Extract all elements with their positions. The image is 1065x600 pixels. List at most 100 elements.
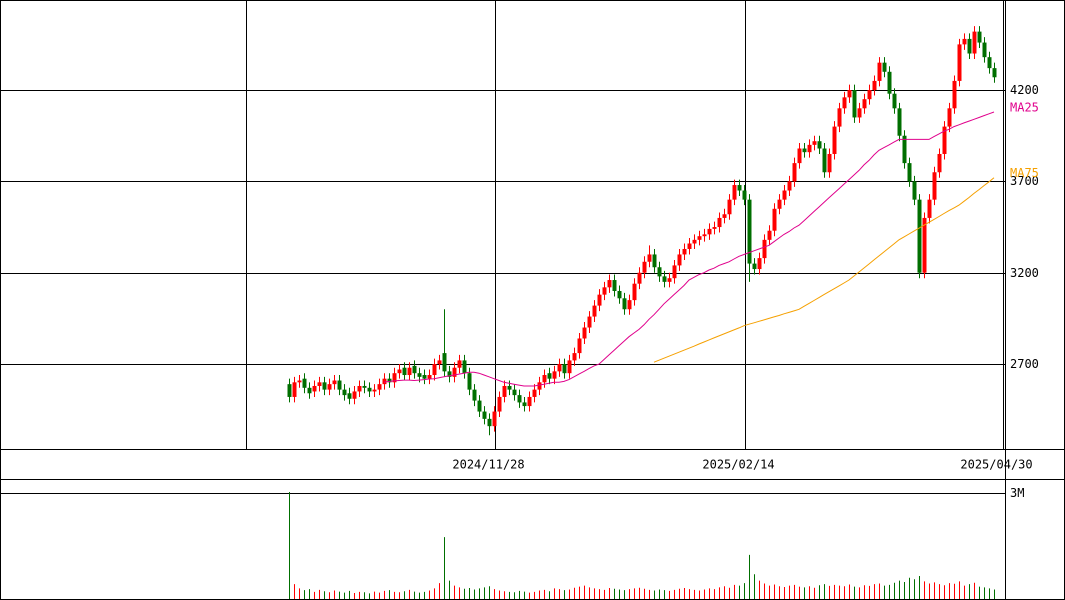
candle-body (632, 283, 637, 301)
candle-body (677, 254, 682, 266)
candle-body (912, 181, 917, 200)
candle-body (712, 227, 717, 229)
candle-body (797, 148, 802, 164)
candle-body (812, 141, 817, 145)
candle-body (697, 236, 702, 240)
candle-body (357, 385, 362, 392)
candle-body (767, 230, 772, 240)
candle-body (472, 389, 477, 401)
candle-body (742, 190, 747, 200)
ma-line (383, 111, 995, 387)
candle-body (402, 367, 407, 376)
candle-body (887, 71, 892, 94)
candle-body (637, 272, 642, 284)
candle-body (312, 385, 317, 392)
candle-body (982, 42, 987, 58)
candle-body (422, 375, 427, 379)
candle-body (962, 38, 967, 45)
candle-body (772, 208, 777, 231)
candle-body (642, 261, 647, 273)
candle-body (392, 373, 397, 383)
legend-label: MA75 (1010, 166, 1039, 180)
candle-body (822, 148, 827, 173)
candle-body (537, 382, 542, 390)
candle-body (837, 108, 842, 127)
candle-body (947, 108, 952, 127)
candle-body (582, 327, 587, 339)
candle-body (597, 294, 602, 306)
candle-body (482, 411, 487, 419)
candle-body (842, 97, 847, 109)
candle-body (977, 31, 982, 43)
candle-body (867, 90, 872, 100)
candle-body (517, 395, 522, 403)
candle-body (847, 90, 852, 98)
candle-body (787, 181, 792, 191)
candle-body (507, 385, 512, 390)
candle-body (342, 389, 347, 396)
candle-body (782, 190, 787, 200)
candle-body (702, 234, 707, 237)
candle-body (307, 387, 312, 394)
candle-body (952, 80, 957, 109)
candle-body (972, 31, 977, 54)
candle-body (532, 389, 537, 397)
candle-body (777, 199, 782, 209)
candle-body (672, 265, 677, 279)
candle-body (657, 267, 662, 277)
x-tick-label: 2025/04/30 (960, 458, 1032, 472)
candle-body (592, 305, 597, 317)
candle-body (327, 384, 332, 390)
candle-body (497, 396, 502, 412)
candle-body (662, 276, 667, 282)
candle-body (572, 353, 577, 361)
candle-body (292, 382, 297, 397)
candle-body (412, 365, 417, 374)
candle-body (527, 396, 532, 407)
candle-body (487, 418, 492, 427)
candle-body (747, 199, 752, 264)
candle-body (807, 144, 812, 153)
candle-body (372, 389, 377, 392)
candle-body (927, 199, 932, 218)
candle-body (522, 402, 527, 407)
ma-line (653, 177, 995, 363)
candle-body (587, 316, 592, 328)
legend-label: MA25 (1010, 100, 1039, 114)
candle-body (377, 384, 382, 390)
candle-body (857, 108, 862, 118)
candle-body (992, 68, 997, 78)
candle-body (707, 228, 712, 235)
candle-body (852, 90, 857, 118)
candle-body (447, 371, 452, 377)
candle-body (862, 99, 867, 109)
candle-body (452, 367, 457, 377)
candle-body (627, 300, 632, 310)
candle-body (622, 298, 627, 310)
candle-body (647, 254, 652, 262)
candle-body (287, 384, 292, 397)
candle-body (967, 38, 972, 54)
candle-body (437, 360, 442, 365)
candle-body (462, 360, 467, 374)
x-tick-label: 2025/02/14 (702, 458, 774, 472)
candle-body (542, 375, 547, 383)
x-tick-label: 2024/11/28 (452, 458, 524, 472)
candle-body (922, 217, 927, 273)
candle-body (877, 62, 882, 81)
candle-body (687, 243, 692, 249)
candle-body (717, 217, 722, 228)
y-tick-label: 3700 (1010, 174, 1039, 188)
candle-body (752, 263, 757, 270)
candle-body (762, 239, 767, 259)
candle-body (352, 391, 357, 399)
candle-body (407, 367, 412, 376)
candle-body (302, 378, 307, 388)
candle-body (467, 373, 472, 390)
candle-body (617, 290, 622, 299)
candle-body (427, 375, 432, 379)
candle-body (612, 280, 617, 291)
y-tick-label: 4200 (1010, 83, 1039, 97)
candle-body (682, 248, 687, 255)
candle-body (902, 135, 907, 164)
